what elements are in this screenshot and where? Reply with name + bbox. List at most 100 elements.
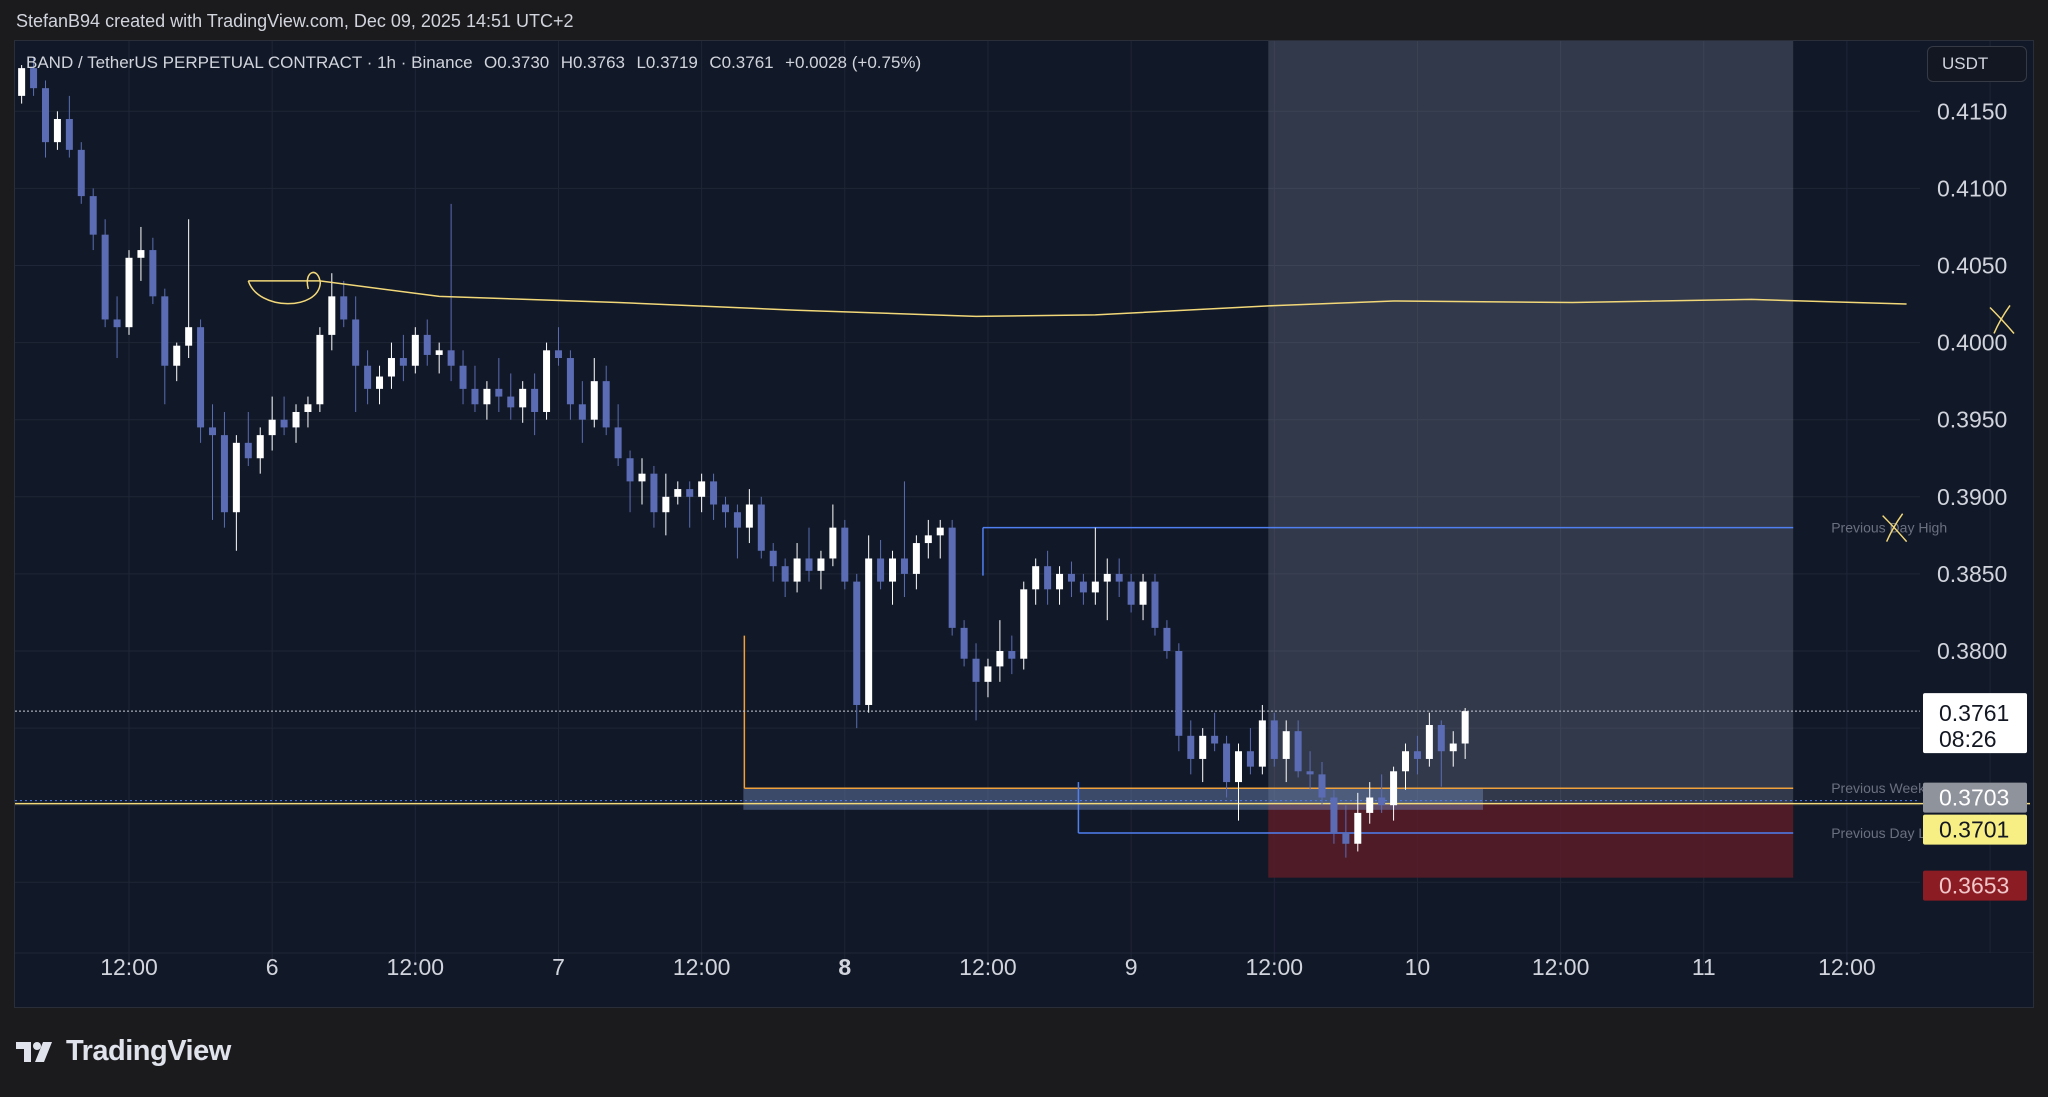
candle[interactable] [638, 458, 646, 505]
candle[interactable] [1234, 743, 1242, 821]
candle[interactable] [1342, 805, 1350, 858]
candle[interactable] [209, 404, 217, 520]
candle[interactable] [364, 350, 372, 405]
candle[interactable] [137, 226, 145, 281]
candle[interactable] [423, 319, 431, 366]
currency-button[interactable]: USDT [1927, 46, 2027, 82]
entry-badge[interactable]: 0.3701 [1923, 814, 2027, 845]
candle[interactable] [77, 142, 85, 204]
candle[interactable] [853, 573, 861, 729]
candle[interactable] [387, 342, 395, 389]
candle[interactable] [1211, 712, 1219, 752]
candle[interactable] [1294, 720, 1302, 778]
candle[interactable] [89, 188, 97, 251]
candle[interactable] [817, 550, 825, 590]
trendline-loop[interactable] [247, 271, 322, 305]
candle[interactable] [1425, 712, 1433, 767]
candle[interactable] [1318, 762, 1326, 806]
candle[interactable] [984, 658, 992, 698]
stop-badge[interactable]: 0.3653 [1923, 870, 2027, 901]
x-mark-annotation[interactable] [1882, 513, 1908, 543]
candle[interactable] [1437, 720, 1445, 787]
candle[interactable] [1330, 789, 1338, 844]
candle[interactable] [197, 319, 205, 443]
candle[interactable] [1032, 558, 1040, 605]
candle[interactable] [1079, 573, 1087, 605]
candle[interactable] [519, 381, 527, 423]
candle[interactable] [1091, 527, 1099, 605]
level-previous-day-low[interactable]: Previous Day Low [1077, 782, 1945, 841]
candle[interactable] [566, 350, 574, 420]
candle[interactable] [626, 450, 634, 513]
symbol-title[interactable]: BAND / TetherUS PERPETUAL CONTRACT · 1h … [26, 53, 473, 72]
candle[interactable] [483, 381, 491, 420]
candle[interactable] [865, 535, 873, 713]
level-previous-day-high[interactable]: Previous Day High [982, 520, 1947, 576]
candle[interactable] [161, 288, 169, 405]
candle[interactable] [662, 473, 670, 536]
target-zone[interactable] [1268, 41, 1794, 804]
candle[interactable] [1378, 774, 1386, 813]
candle[interactable] [507, 373, 515, 420]
candle[interactable] [1413, 735, 1421, 775]
candle[interactable] [1449, 731, 1457, 767]
candle[interactable] [1390, 766, 1398, 821]
candle[interactable] [1139, 573, 1147, 621]
chart-frame[interactable]: Previous Day High Previous Week Low Previo… [14, 40, 2034, 1008]
candle[interactable] [996, 620, 1004, 682]
candle[interactable] [889, 550, 897, 605]
candle[interactable] [1246, 728, 1254, 775]
candle[interactable] [18, 65, 26, 104]
candle[interactable] [232, 435, 240, 551]
candle[interactable] [972, 643, 980, 721]
candle[interactable] [793, 543, 801, 593]
candle[interactable] [1056, 566, 1064, 605]
candle[interactable] [554, 327, 562, 366]
candle[interactable] [1461, 708, 1469, 759]
candle[interactable] [316, 327, 324, 412]
candle[interactable] [1127, 573, 1135, 613]
candle[interactable] [1020, 581, 1028, 670]
candle[interactable] [936, 519, 944, 559]
candle[interactable] [125, 250, 133, 335]
candle[interactable] [912, 535, 920, 590]
liquidity-zone[interactable] [743, 788, 1484, 810]
candle[interactable] [757, 496, 765, 559]
candle[interactable] [841, 519, 849, 590]
candle[interactable] [411, 327, 419, 374]
candle[interactable] [877, 539, 885, 590]
candle[interactable] [543, 342, 551, 420]
candle[interactable] [1175, 643, 1183, 752]
candle[interactable] [149, 237, 157, 305]
candle[interactable] [292, 404, 300, 443]
candle[interactable] [244, 411, 252, 466]
candle[interactable] [1103, 558, 1111, 621]
candle[interactable] [328, 273, 336, 351]
candle[interactable] [65, 95, 73, 158]
candle[interactable] [447, 203, 455, 382]
candle[interactable] [614, 404, 622, 466]
candle[interactable] [590, 358, 598, 428]
candle[interactable] [1306, 751, 1314, 790]
candle[interactable] [1067, 561, 1075, 598]
candle[interactable] [1187, 720, 1195, 775]
candle[interactable] [41, 80, 49, 158]
candle[interactable] [256, 427, 264, 474]
candle[interactable] [650, 465, 658, 528]
candle[interactable] [1402, 743, 1410, 790]
candle[interactable] [578, 381, 586, 443]
candle[interactable] [686, 481, 694, 528]
candle[interactable] [220, 411, 228, 528]
tradingview-brand[interactable]: TradingView [66, 1034, 231, 1067]
x-mark-annotation[interactable] [1989, 305, 2015, 334]
candle[interactable] [352, 296, 360, 412]
candle[interactable] [781, 558, 789, 598]
candle[interactable] [53, 111, 61, 150]
candle[interactable] [1199, 728, 1207, 783]
candle[interactable] [722, 496, 729, 528]
candle[interactable] [531, 373, 539, 436]
candle[interactable] [280, 396, 288, 436]
candle[interactable] [268, 396, 276, 451]
